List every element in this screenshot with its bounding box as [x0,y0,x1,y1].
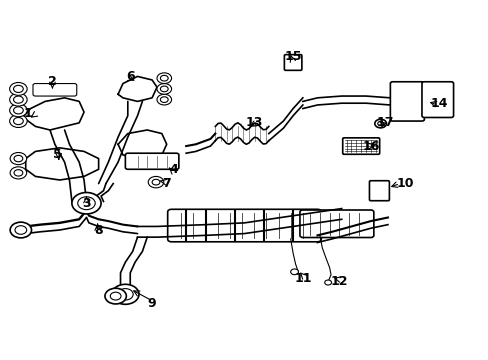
Text: 2: 2 [48,75,57,88]
Circle shape [324,280,331,285]
Circle shape [14,96,23,103]
Polygon shape [118,76,157,102]
Circle shape [157,84,171,94]
Circle shape [152,179,160,185]
Circle shape [148,176,163,188]
Circle shape [117,289,133,300]
Circle shape [157,73,171,84]
Circle shape [10,114,27,127]
Circle shape [14,85,23,93]
FancyBboxPatch shape [342,138,379,154]
FancyBboxPatch shape [33,84,77,96]
Circle shape [160,97,168,103]
Circle shape [112,284,139,304]
Circle shape [78,197,95,210]
Circle shape [160,75,168,81]
Circle shape [10,82,27,95]
Circle shape [72,193,101,214]
Circle shape [10,104,27,117]
Text: 12: 12 [330,275,347,288]
Circle shape [14,170,23,176]
Text: 6: 6 [126,70,134,83]
FancyBboxPatch shape [299,210,373,238]
Polygon shape [118,130,166,158]
Text: 1: 1 [24,107,32,120]
Polygon shape [21,98,84,130]
Circle shape [10,167,27,179]
Text: 5: 5 [53,148,61,162]
Circle shape [14,156,23,162]
FancyBboxPatch shape [284,55,301,70]
Text: 7: 7 [162,177,171,190]
Text: 4: 4 [169,163,178,176]
Text: 9: 9 [147,297,156,310]
Circle shape [105,288,126,304]
Text: 10: 10 [395,177,413,190]
Text: 8: 8 [94,224,103,237]
Circle shape [110,292,121,300]
FancyBboxPatch shape [389,82,424,121]
Circle shape [160,86,168,92]
Circle shape [10,93,27,106]
Circle shape [377,121,383,126]
Text: 15: 15 [284,50,301,63]
Circle shape [290,269,298,275]
FancyBboxPatch shape [369,181,388,201]
Text: 16: 16 [362,140,379,153]
Polygon shape [26,148,99,180]
FancyBboxPatch shape [125,153,179,169]
Text: 3: 3 [82,197,91,210]
Circle shape [15,226,27,234]
Text: 14: 14 [429,97,447,110]
Circle shape [10,222,31,238]
Circle shape [157,94,171,105]
Circle shape [14,107,23,114]
FancyBboxPatch shape [421,82,453,117]
Text: 17: 17 [376,116,393,129]
Circle shape [14,117,23,125]
Text: 13: 13 [245,116,263,129]
FancyBboxPatch shape [167,209,321,242]
Text: 11: 11 [293,272,311,285]
Circle shape [374,119,386,128]
Circle shape [10,153,27,165]
